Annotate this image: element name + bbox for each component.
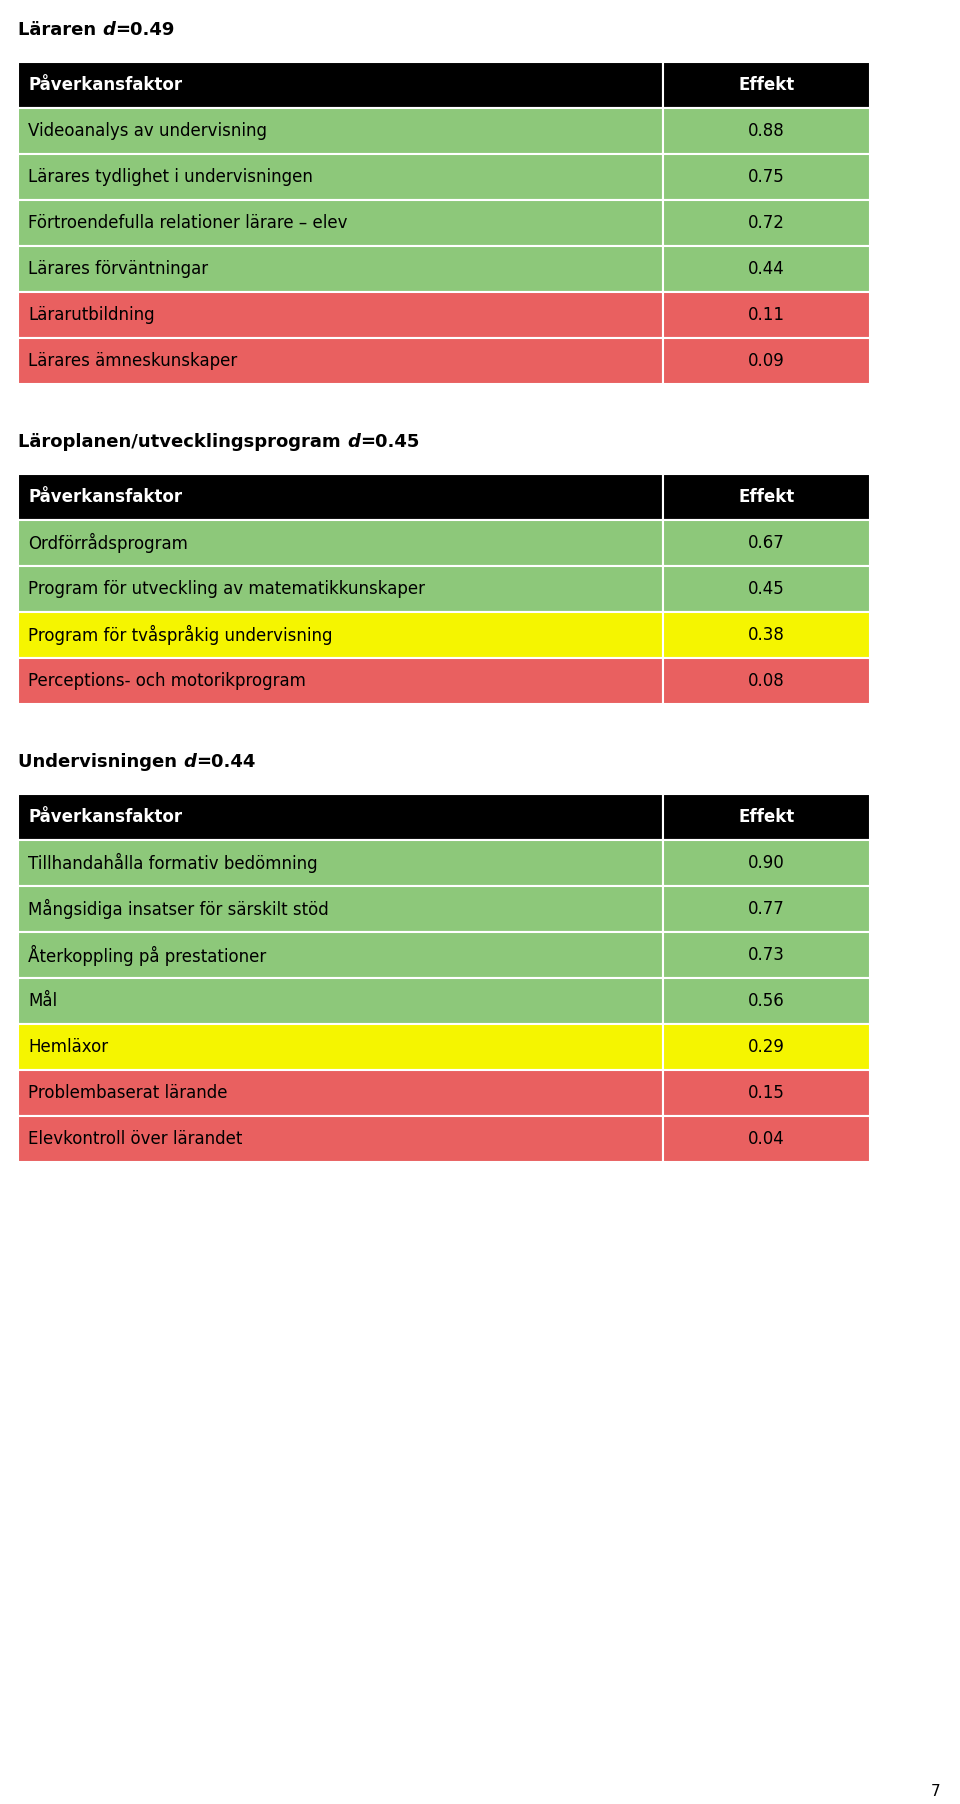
Bar [18, 474, 663, 520]
Bar [18, 520, 663, 566]
Bar [18, 245, 663, 292]
Bar [663, 200, 870, 245]
Text: 0.38: 0.38 [748, 626, 785, 644]
Bar [18, 1117, 663, 1162]
Bar [663, 337, 870, 384]
Bar [18, 612, 663, 658]
Text: Lärares ämneskunskaper: Lärares ämneskunskaper [28, 352, 237, 370]
Bar [18, 61, 663, 108]
Text: 0.09: 0.09 [748, 352, 785, 370]
Bar [663, 1025, 870, 1070]
Text: 0.15: 0.15 [748, 1084, 785, 1102]
Bar [18, 337, 663, 384]
Bar [663, 61, 870, 108]
Text: 0.72: 0.72 [748, 215, 785, 233]
Text: 0.56: 0.56 [748, 992, 785, 1010]
Text: d: d [183, 752, 196, 770]
Text: Förtroendefulla relationer lärare – elev: Förtroendefulla relationer lärare – elev [28, 215, 348, 233]
Text: Läraren: Läraren [18, 22, 103, 40]
Text: Effekt: Effekt [738, 489, 795, 505]
Text: Återkoppling på prestationer: Återkoppling på prestationer [28, 945, 266, 965]
Text: =0.44: =0.44 [196, 752, 255, 770]
Text: 0.88: 0.88 [748, 123, 785, 141]
Bar [663, 474, 870, 520]
Text: 0.44: 0.44 [748, 260, 785, 278]
Bar [18, 1070, 663, 1117]
Bar [663, 108, 870, 153]
Text: Påverkansfaktor: Påverkansfaktor [28, 489, 182, 505]
Text: Tillhandahålla formativ bedömning: Tillhandahålla formativ bedömning [28, 853, 318, 873]
Text: Lärares förväntningar: Lärares förväntningar [28, 260, 208, 278]
Text: 7: 7 [930, 1784, 940, 1799]
Text: Ordförrådsprogram: Ordförrådsprogram [28, 532, 188, 554]
Bar [663, 658, 870, 704]
Bar [18, 108, 663, 153]
Bar [18, 794, 663, 841]
Bar [18, 841, 663, 886]
Text: Påverkansfaktor: Påverkansfaktor [28, 76, 182, 94]
Text: 0.90: 0.90 [748, 853, 785, 871]
Text: =0.49: =0.49 [115, 22, 175, 40]
Text: Elevkontroll över lärandet: Elevkontroll över lärandet [28, 1129, 242, 1147]
Text: Mål: Mål [28, 992, 58, 1010]
Text: d: d [103, 22, 115, 40]
Bar [18, 658, 663, 704]
Bar [663, 153, 870, 200]
Bar [18, 292, 663, 337]
Bar [18, 886, 663, 933]
Text: 0.77: 0.77 [748, 900, 785, 918]
Text: 0.75: 0.75 [748, 168, 785, 186]
Text: Hemläxor: Hemläxor [28, 1037, 108, 1055]
Bar [663, 978, 870, 1025]
Text: 0.73: 0.73 [748, 945, 785, 963]
Text: Program för tvåspråkig undervisning: Program för tvåspråkig undervisning [28, 624, 332, 646]
Bar [663, 245, 870, 292]
Bar [18, 200, 663, 245]
Text: Mångsidiga insatser för särskilt stöd: Mångsidiga insatser för särskilt stöd [28, 898, 328, 918]
Text: Program för utveckling av matematikkunskaper: Program för utveckling av matematikkunsk… [28, 581, 425, 597]
Text: Läroplanen/utvecklingsprogram: Läroplanen/utvecklingsprogram [18, 433, 347, 451]
Text: =0.45: =0.45 [360, 433, 420, 451]
Bar [663, 841, 870, 886]
Bar [663, 1070, 870, 1117]
Bar [663, 1117, 870, 1162]
Text: Påverkansfaktor: Påverkansfaktor [28, 808, 182, 826]
Bar [663, 292, 870, 337]
Text: 0.11: 0.11 [748, 307, 785, 325]
Bar [663, 886, 870, 933]
Bar [18, 933, 663, 978]
Text: Problembaserat lärande: Problembaserat lärande [28, 1084, 228, 1102]
Bar [663, 933, 870, 978]
Text: Videoanalys av undervisning: Videoanalys av undervisning [28, 123, 267, 141]
Text: 0.04: 0.04 [748, 1129, 785, 1147]
Bar [18, 1025, 663, 1070]
Text: Lärarutbildning: Lärarutbildning [28, 307, 155, 325]
Bar [663, 520, 870, 566]
Bar [663, 566, 870, 612]
Bar [663, 612, 870, 658]
Bar [18, 153, 663, 200]
Text: Effekt: Effekt [738, 76, 795, 94]
Text: Undervisningen: Undervisningen [18, 752, 183, 770]
Bar [18, 978, 663, 1025]
Text: Effekt: Effekt [738, 808, 795, 826]
Text: 0.29: 0.29 [748, 1037, 785, 1055]
Text: Perceptions- och motorikprogram: Perceptions- och motorikprogram [28, 673, 306, 689]
Text: d: d [347, 433, 360, 451]
Bar [18, 566, 663, 612]
Text: Lärares tydlighet i undervisningen: Lärares tydlighet i undervisningen [28, 168, 313, 186]
Text: 0.08: 0.08 [748, 673, 785, 689]
Text: 0.45: 0.45 [748, 581, 785, 597]
Bar [663, 794, 870, 841]
Text: 0.67: 0.67 [748, 534, 785, 552]
